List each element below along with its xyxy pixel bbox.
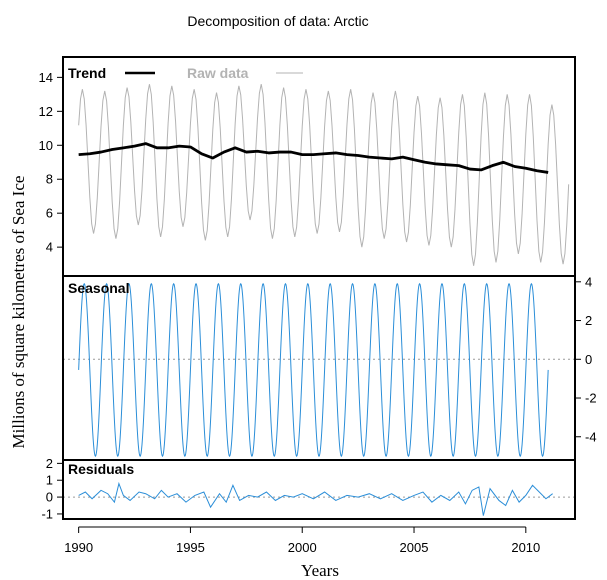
y-tick-label: 1: [46, 473, 53, 488]
y-tick-label: 14: [39, 70, 53, 85]
y-axis-title: Millions of square kilometres of Sea Ice: [9, 176, 28, 449]
y-tick-label: 0: [585, 352, 592, 367]
y-tick-label: -1: [41, 506, 53, 521]
trend-line: [78, 142, 549, 174]
chart-title: Decomposition of data: Arctic: [187, 13, 368, 29]
residuals-label: Residuals: [68, 461, 134, 477]
residuals-line: [78, 481, 553, 516]
y-tick-label: 10: [39, 138, 53, 153]
seasonal-panel: 4 2 0 -2 -4: [63, 274, 597, 458]
y-tick-label: 4: [585, 274, 592, 289]
seasonal-line: [78, 282, 549, 458]
residuals-panel: 2 1 0-1: [41, 456, 575, 521]
y-tick-label: 6: [46, 206, 53, 221]
x-tick-label: 2005: [400, 540, 429, 555]
plot-frame: [62, 56, 576, 520]
y-tick-label: 4: [46, 240, 53, 255]
legend-raw-label: Raw data: [187, 65, 249, 81]
y-tick-label: 2: [585, 313, 592, 328]
y-tick-label: -4: [585, 429, 597, 444]
x-tick-label: 1995: [176, 540, 205, 555]
y-tick-label: -2: [585, 391, 597, 406]
y-tick-label: 0: [46, 490, 53, 505]
x-tick-label: 1990: [64, 540, 93, 555]
legend: Trend Raw data: [68, 65, 303, 81]
legend-trend-label: Trend: [68, 65, 106, 81]
y-tick-label: 2: [46, 456, 53, 471]
y-tick-label: 12: [39, 104, 53, 119]
x-tick-label: 2000: [288, 540, 317, 555]
x-tick-label: 2010: [511, 540, 540, 555]
x-axis: 1990 1995 2000 2005 2010: [64, 526, 540, 555]
x-axis-title: Years: [301, 561, 339, 580]
seasonal-label: Seasonal: [68, 280, 129, 296]
trend-panel: 4 6 8 10 12 14: [39, 70, 570, 266]
y-tick-label: 8: [46, 172, 53, 187]
raw-data-line: [78, 84, 570, 266]
